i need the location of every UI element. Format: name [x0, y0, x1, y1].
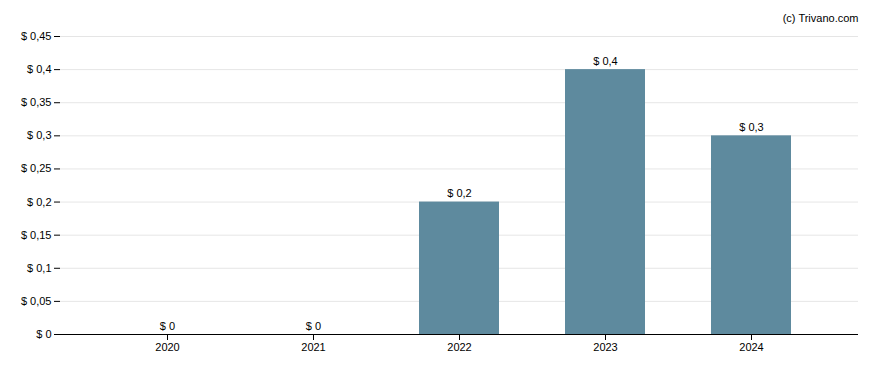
svg-text:$ 0: $ 0	[160, 320, 175, 332]
svg-text:2021: 2021	[301, 341, 325, 353]
svg-text:$ 0,3: $ 0,3	[27, 129, 51, 141]
svg-text:$ 0: $ 0	[36, 328, 51, 340]
svg-text:2022: 2022	[447, 341, 471, 353]
svg-text:$ 0,4: $ 0,4	[593, 55, 617, 67]
svg-text:$ 0,3: $ 0,3	[739, 121, 763, 133]
svg-text:2024: 2024	[739, 341, 763, 353]
svg-text:2023: 2023	[593, 341, 617, 353]
svg-text:$ 0,4: $ 0,4	[27, 63, 51, 75]
svg-text:$ 0,2: $ 0,2	[447, 187, 471, 199]
svg-text:2020: 2020	[155, 341, 179, 353]
svg-text:$ 0,1: $ 0,1	[27, 262, 51, 274]
svg-text:$ 0,2: $ 0,2	[27, 196, 51, 208]
svg-text:$ 0: $ 0	[306, 320, 321, 332]
svg-text:$ 0,05: $ 0,05	[21, 295, 52, 307]
svg-text:$ 0,25: $ 0,25	[21, 162, 52, 174]
svg-text:$ 0,15: $ 0,15	[21, 229, 52, 241]
svg-text:$ 0,35: $ 0,35	[21, 96, 52, 108]
svg-text:$ 0,45: $ 0,45	[21, 30, 52, 42]
svg-text:(c) Trivano.com: (c) Trivano.com	[783, 12, 859, 24]
